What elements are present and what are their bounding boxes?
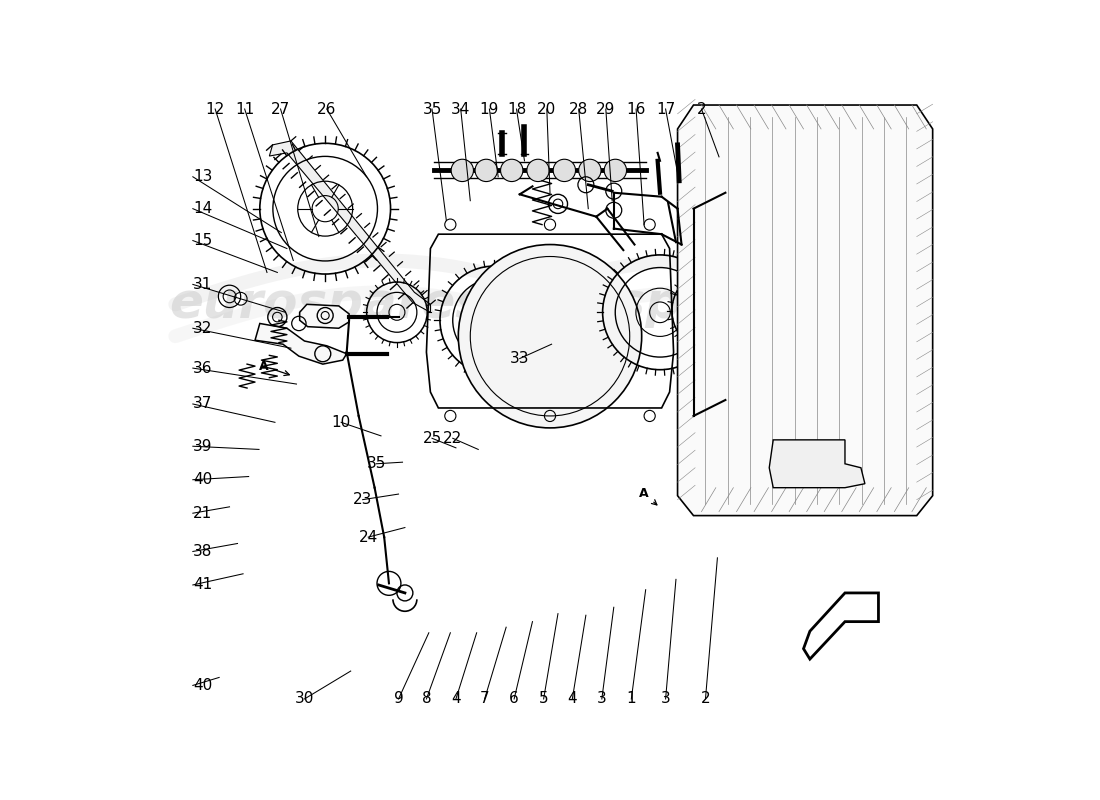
Text: 7: 7 (480, 691, 490, 706)
Text: 33: 33 (510, 351, 529, 366)
Circle shape (459, 245, 641, 428)
Text: A: A (639, 487, 657, 505)
Text: 4: 4 (568, 691, 578, 706)
Text: 39: 39 (192, 438, 212, 454)
Text: 22: 22 (443, 430, 462, 446)
Text: A: A (258, 360, 289, 375)
Text: 18: 18 (507, 102, 526, 117)
Text: 1: 1 (627, 691, 636, 706)
Text: 23: 23 (353, 492, 372, 507)
Text: 38: 38 (192, 544, 212, 559)
Text: 12: 12 (206, 102, 224, 117)
Text: 2: 2 (696, 102, 706, 117)
Text: 31: 31 (192, 277, 212, 292)
Text: 32: 32 (192, 321, 212, 336)
Text: 40: 40 (192, 472, 212, 487)
Text: 5: 5 (539, 691, 549, 706)
Circle shape (604, 159, 627, 182)
Text: 17: 17 (656, 102, 675, 117)
Text: 35: 35 (366, 456, 386, 471)
Text: 25: 25 (422, 430, 441, 446)
Polygon shape (803, 593, 879, 659)
Text: 40: 40 (192, 678, 212, 693)
Circle shape (451, 159, 473, 182)
Text: eurospares: eurospares (168, 280, 485, 328)
Circle shape (500, 159, 522, 182)
Text: 15: 15 (192, 233, 212, 248)
Text: 6: 6 (509, 691, 519, 706)
Circle shape (527, 159, 549, 182)
Text: 29: 29 (596, 102, 616, 117)
Text: 26: 26 (317, 102, 337, 117)
Text: 35: 35 (422, 102, 442, 117)
Text: 14: 14 (192, 201, 212, 216)
Text: 41: 41 (192, 578, 212, 593)
Text: 4: 4 (451, 691, 461, 706)
Polygon shape (678, 105, 933, 515)
Text: 30: 30 (295, 691, 315, 706)
Text: 24: 24 (359, 530, 378, 545)
Text: 34: 34 (451, 102, 471, 117)
Text: 8: 8 (421, 691, 431, 706)
Text: 10: 10 (331, 415, 351, 430)
Text: eurospares: eurospares (487, 280, 804, 328)
Text: 16: 16 (626, 102, 646, 117)
Text: 11: 11 (235, 102, 254, 117)
Text: 3: 3 (661, 691, 671, 706)
Text: 21: 21 (192, 506, 212, 521)
Polygon shape (769, 440, 865, 488)
Text: 28: 28 (569, 102, 589, 117)
Text: 27: 27 (271, 102, 290, 117)
Polygon shape (255, 323, 346, 364)
Text: 13: 13 (192, 170, 212, 184)
Text: 9: 9 (394, 691, 404, 706)
Text: 20: 20 (537, 102, 557, 117)
Polygon shape (270, 141, 430, 312)
Text: 36: 36 (192, 361, 212, 376)
Circle shape (553, 159, 575, 182)
Text: 19: 19 (480, 102, 499, 117)
Circle shape (475, 159, 497, 182)
Text: 37: 37 (192, 397, 212, 411)
Polygon shape (299, 304, 349, 328)
Circle shape (579, 159, 601, 182)
Text: 3: 3 (597, 691, 607, 706)
Text: 2: 2 (701, 691, 711, 706)
